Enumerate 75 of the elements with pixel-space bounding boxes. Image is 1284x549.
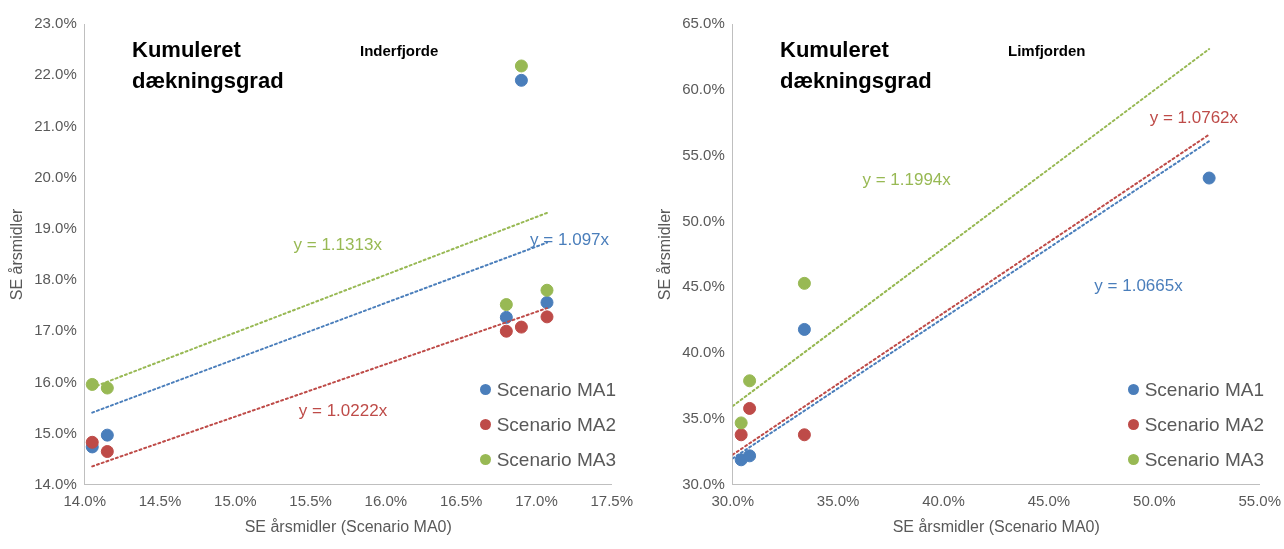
- point: [743, 374, 757, 388]
- y-tick-label: 60.0%: [682, 79, 725, 97]
- point: [514, 73, 528, 87]
- y-axis-title: SE årsmidler: [656, 207, 674, 301]
- y-tick-label: 23.0%: [34, 14, 77, 32]
- x-tick-label: 30.0%: [711, 491, 755, 509]
- x-tick-label: 17.5%: [590, 491, 634, 509]
- x-tick-label: 14.0%: [63, 491, 107, 509]
- point: [797, 276, 811, 290]
- point: [499, 298, 513, 312]
- x-tick-label: 15.0%: [214, 491, 257, 509]
- x-tick-label: 35.0%: [816, 491, 860, 509]
- legend-label: Scenario MA3: [1144, 448, 1264, 472]
- y-tick-label: 20.0%: [34, 167, 77, 185]
- y-axis-title: SE årsmidler: [8, 207, 26, 301]
- series-label: y = 1.097x: [530, 230, 610, 250]
- legend-label: Scenario MA3: [496, 448, 616, 472]
- y-tick-label: 16.0%: [34, 372, 77, 390]
- series-label: y = 1.0222x: [298, 400, 388, 420]
- point: [743, 449, 757, 463]
- text: y = 1.1994x: [862, 170, 952, 190]
- x-tick-label: 50.0%: [1133, 491, 1176, 509]
- legend-label: Scenario MA1: [1144, 378, 1264, 402]
- point: [514, 59, 528, 73]
- text: Limfjorden: [1008, 42, 1086, 59]
- x-tick-label: 17.0%: [515, 491, 558, 509]
- x-tick-label: 16.5%: [439, 491, 483, 509]
- y-tick-label: 65.0%: [682, 14, 725, 32]
- y-tick-label: 19.0%: [34, 218, 77, 236]
- series-label: y = 1.1313x: [293, 234, 383, 254]
- y-tick-label: 50.0%: [682, 211, 725, 229]
- legend-label: Scenario MA1: [496, 378, 616, 402]
- point: [734, 416, 748, 430]
- y-tick-label: 22.0%: [34, 65, 77, 83]
- point: [743, 401, 757, 415]
- point: [100, 445, 114, 459]
- y-tick-label: 35.0%: [682, 409, 725, 427]
- y-tick-label: 17.0%: [34, 321, 77, 339]
- legend-label: Scenario MA2: [1144, 413, 1264, 437]
- x-tick-label: 14.5%: [138, 491, 182, 509]
- text: y = 1.0665x: [1094, 276, 1184, 296]
- point: [100, 381, 114, 395]
- text: Kumuleret dækningsgrad: [132, 36, 285, 95]
- x-tick-label: 16.0%: [364, 491, 408, 509]
- y-tick-label: 15.0%: [34, 423, 77, 441]
- y-tick-label: 40.0%: [682, 343, 725, 361]
- legend-label: Scenario MA2: [496, 413, 616, 437]
- point: [540, 283, 554, 297]
- text: Kumuleret dækningsgrad: [780, 36, 933, 95]
- point: [499, 324, 513, 338]
- x-tick-label: 45.0%: [1027, 491, 1071, 509]
- text: Inderfjorde: [360, 42, 439, 59]
- point: [499, 310, 513, 324]
- x-tick-label: 55.0%: [1238, 491, 1282, 509]
- x-tick-label: 15.5%: [289, 491, 332, 509]
- point: [85, 377, 99, 391]
- y-tick-label: 45.0%: [682, 277, 725, 295]
- y-tick-label: 14.0%: [34, 474, 77, 492]
- y-tick-label: 21.0%: [34, 116, 77, 134]
- x-axis-title: SE årsmidler (Scenario MA0): [244, 517, 452, 535]
- y-tick-label: 30.0%: [682, 474, 725, 492]
- x-axis-title: SE årsmidler (Scenario MA0): [892, 517, 1100, 535]
- point: [1202, 171, 1216, 185]
- point: [797, 428, 811, 442]
- point: [797, 322, 811, 336]
- point: [540, 310, 554, 324]
- series-label: y = 1.0762x: [1149, 108, 1239, 128]
- point: [514, 320, 528, 334]
- y-tick-label: 55.0%: [682, 145, 725, 163]
- point: [85, 435, 99, 449]
- point: [734, 428, 748, 442]
- point: [540, 296, 554, 310]
- x-tick-label: 40.0%: [922, 491, 965, 509]
- y-tick-label: 18.0%: [34, 270, 77, 288]
- point: [100, 428, 114, 442]
